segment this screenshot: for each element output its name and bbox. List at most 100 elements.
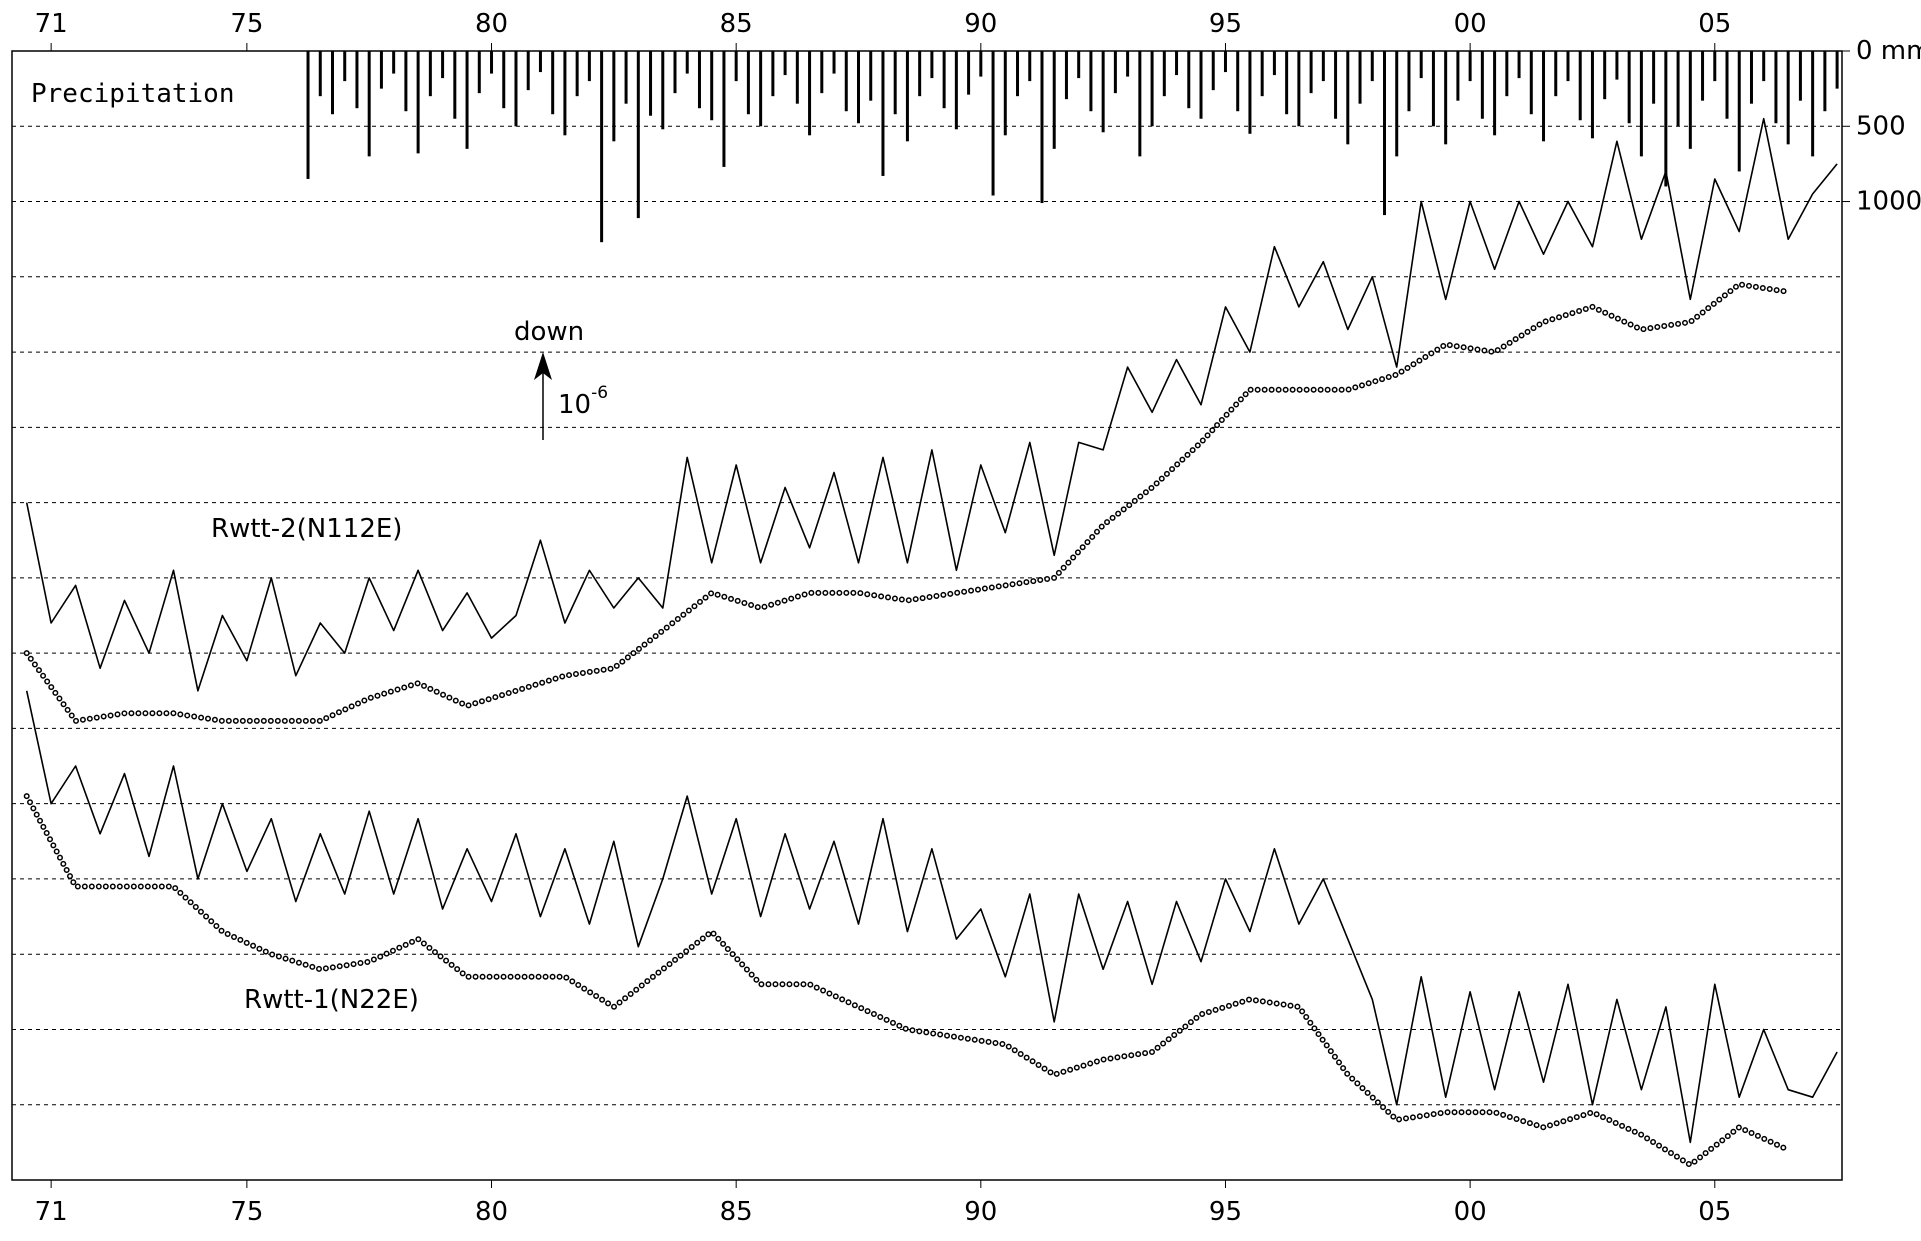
precipitation-bar [1603,51,1607,100]
precipitation-bar [1811,51,1815,157]
precipitation-bar [697,51,701,109]
precipitation-bar [918,51,922,97]
precipitation-bar [1248,51,1252,134]
smoothed-line-dots [23,793,1792,1169]
precipitation-bar [1383,51,1386,216]
precipitation-bar [526,51,530,91]
precipitation-bar [661,51,665,130]
precipitation-bar [453,51,457,119]
precipitation-bar [905,51,909,142]
precipitation-bar [1223,51,1227,73]
precipitation-bar [1321,51,1325,82]
precipitation-bar [1688,51,1692,149]
precipitation-bar [1505,51,1509,97]
precipitation-bar [379,51,383,89]
precipitation-bar [1150,51,1154,127]
precipitation-bar [1211,51,1215,91]
precipitation-bar [330,51,334,115]
precipitation-bar [1407,51,1411,112]
precipitation-bar [991,51,995,196]
plot-frame [11,50,1843,1181]
precipitation-bar [1077,51,1081,79]
precipitation-bar [1089,51,1093,112]
strain-line [25,690,1838,1144]
x-tick-label-bottom: 75 [230,1197,263,1227]
x-tick-label-top: 75 [230,9,263,39]
precipitation-bar [490,51,494,74]
precipitation-bar [1370,51,1374,82]
y2-tick-label: 1000 [1856,187,1921,217]
precipitation-bar [318,51,322,97]
precipitation-bar [1260,51,1264,97]
precipitation-bar [367,51,371,157]
precipitation-bar [808,51,812,136]
x-tick-label-bottom: 90 [964,1197,997,1227]
precipitation-bar [404,51,408,112]
x-tick-label-top: 00 [1454,9,1487,39]
precipitation-bar [551,51,555,115]
precipitation-bar [1493,51,1497,136]
precipitation-bar [1480,51,1484,119]
x-tick-label-top: 80 [475,9,508,39]
precipitation-bar [1016,51,1020,97]
x-tick-label-bottom: 71 [35,1197,68,1227]
precipitation-bar [771,51,775,97]
precipitation-bar [1566,51,1570,82]
y2-tick-label: 0 mm [1856,36,1921,66]
x-tick-label-bottom: 95 [1209,1197,1242,1227]
precipitation-bar [722,51,726,167]
precipitation-bar [1028,51,1032,82]
precipitation-bar [1652,51,1656,104]
smoothed-line-dots-inner [25,794,1790,1167]
precipitation-bar [685,51,689,74]
precipitation-bar [710,51,714,121]
x-tick-label-top: 85 [720,9,753,39]
precipitation-bar [1346,51,1350,145]
precipitation-bar [1554,51,1558,97]
precipitation-bar [306,51,310,179]
precipitation-bar [1835,51,1839,89]
strain-line [25,117,1838,692]
precipitation-bar [612,51,616,142]
precipitation-bar [1052,51,1056,149]
precipitation-bar [1101,51,1105,133]
direction-label: down [514,317,584,347]
precipitation-bar [1615,51,1619,80]
precipitation-bar [1162,51,1166,97]
precipitation-bar [1676,51,1680,127]
precipitation-bar [1309,51,1313,94]
series-label: Rwtt-1(N22E) [244,985,419,1015]
precipitation-bar [1113,51,1117,94]
precipitation-bar [1187,51,1191,109]
precipitation-bar [649,51,653,116]
x-tick-label-top: 95 [1209,9,1242,39]
precipitation-bar [1126,51,1130,77]
x-tick-label-top: 05 [1698,9,1731,39]
precipitation-bar [1798,51,1802,101]
precipitation-bar [783,51,787,76]
precipitation-bar [1138,51,1142,157]
precipitation-bar [1529,51,1533,115]
y2-tick-label: 500 [1856,111,1906,141]
precipitation-bar [502,51,506,109]
precipitation-bar [893,51,897,115]
precipitation-bar [869,51,873,101]
precipitation-bar [1542,51,1546,142]
precipitation-bar [856,51,860,124]
precipitation-bar [734,51,738,82]
precipitation-bar [477,51,481,94]
scale-base: 10 [558,390,591,420]
x-tick-label-bottom: 80 [475,1197,508,1227]
precipitation-bar [563,51,567,136]
precipitation-bar [795,51,799,104]
precipitation-bar [1701,51,1705,101]
precipitation-bar [1444,51,1448,145]
precipitation-bar [1749,51,1753,104]
precipitation-bar [1003,51,1007,136]
scale-label: 10-6 [558,383,608,420]
precipitation-bar [1786,51,1790,145]
precipitation-bar [392,51,396,74]
precipitation-bar [1517,51,1521,79]
